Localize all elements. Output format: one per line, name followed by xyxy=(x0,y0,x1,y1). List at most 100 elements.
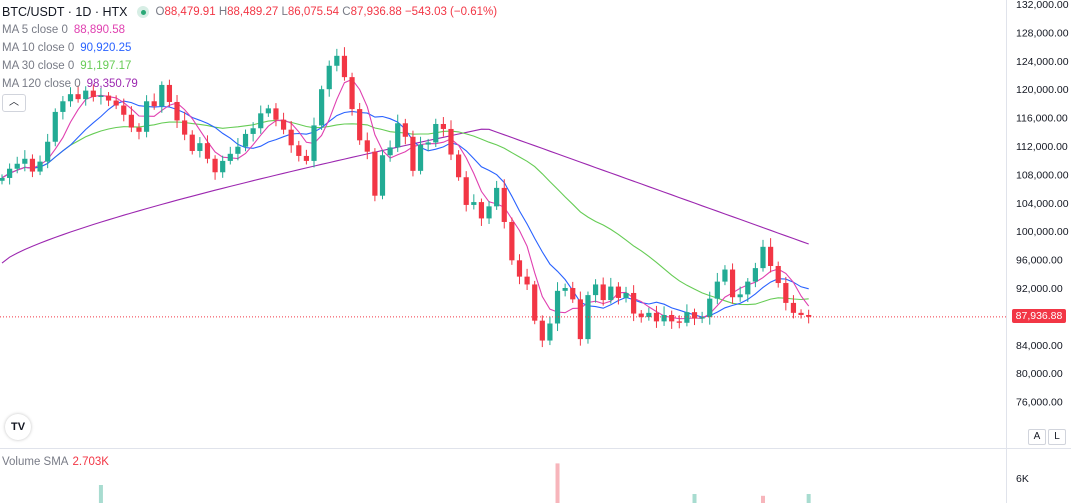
ohlc-values: O88,479.91 H88,489.27 L86,075.54 C87,936… xyxy=(155,6,498,18)
candle-body xyxy=(364,140,370,152)
candle-body xyxy=(52,111,58,142)
candle-body xyxy=(37,161,43,172)
candle-body xyxy=(121,105,127,115)
candle-body xyxy=(539,320,545,341)
candle-body xyxy=(14,163,20,169)
auto-scale-button[interactable]: A xyxy=(1028,429,1046,445)
ma120-value: 98,350.79 xyxy=(86,78,138,90)
candle-body xyxy=(296,145,302,156)
candle-body xyxy=(562,288,568,291)
candle-body xyxy=(478,202,485,219)
candle-body xyxy=(204,143,211,159)
candle-body xyxy=(707,298,713,318)
candle-body xyxy=(288,129,294,146)
symbol-title[interactable]: BTC/USDT · 1D · HTX xyxy=(2,5,128,19)
candle-body xyxy=(714,281,720,299)
candle-body xyxy=(334,55,340,66)
volume-axis-tick: 6K xyxy=(1016,473,1029,485)
candle-body xyxy=(45,141,51,162)
candle-body xyxy=(425,142,431,145)
candle-body xyxy=(623,292,629,298)
candle-body xyxy=(737,294,743,298)
candle-body xyxy=(532,284,538,321)
indicator-ma10[interactable]: MA 10 close 0 90,920.25 xyxy=(2,39,497,57)
volume-legend[interactable]: Volume SMA 2.703K xyxy=(2,456,109,468)
indicator-ma120[interactable]: MA 120 close 0 98,350.79 xyxy=(2,75,497,93)
candle-body xyxy=(303,155,309,161)
candle-body xyxy=(83,90,89,100)
candle-body xyxy=(357,109,363,141)
y-tick-label: 132,000.00 xyxy=(1016,0,1069,11)
candle-body xyxy=(410,136,416,171)
y-tick-label: 92,000.00 xyxy=(1016,283,1063,295)
candle-body xyxy=(456,154,462,178)
tradingview-logo[interactable]: TV xyxy=(5,414,31,440)
candle-body xyxy=(395,123,401,148)
y-tick-label: 116,000.00 xyxy=(1016,113,1068,125)
indicator-ma5[interactable]: MA 5 close 0 88,890.58 xyxy=(2,21,497,39)
candle-body xyxy=(463,177,469,205)
y-tick-label: 84,000.00 xyxy=(1016,340,1063,352)
candle-body xyxy=(341,55,348,78)
candle-body xyxy=(128,114,134,128)
volume-label: Volume SMA xyxy=(2,456,69,468)
candle-body xyxy=(729,269,736,298)
candle-body xyxy=(67,94,74,102)
candle-body xyxy=(159,84,165,107)
candle-body xyxy=(448,128,454,155)
collapse-legend-button[interactable]: ︿ xyxy=(2,94,26,112)
candle-body xyxy=(608,286,614,301)
candle-body xyxy=(273,108,279,120)
ma30-value: 91,197.17 xyxy=(80,60,132,72)
candle-body xyxy=(7,168,13,178)
candle-body xyxy=(143,101,150,132)
candle-body xyxy=(220,160,226,173)
indicator-ma30[interactable]: MA 30 close 0 91,197.17 xyxy=(2,57,497,75)
candle-body xyxy=(768,246,774,266)
candle-body xyxy=(554,290,561,324)
candle-body xyxy=(174,101,180,121)
candle-body xyxy=(227,153,233,161)
candle-body xyxy=(600,284,606,301)
candle-body xyxy=(585,295,591,340)
candle-body xyxy=(242,133,249,147)
candle-body xyxy=(806,314,812,317)
candle-body xyxy=(113,100,119,106)
candle-body xyxy=(379,155,386,196)
volume-bar xyxy=(555,463,560,503)
candle-body xyxy=(661,314,667,322)
y-tick-label: 128,000.00 xyxy=(1016,27,1069,39)
candle-body xyxy=(486,206,492,219)
ma10-value: 90,920.25 xyxy=(80,42,132,54)
candle-body xyxy=(722,269,728,282)
y-tick-label: 104,000.00 xyxy=(1016,198,1069,210)
ma5-value: 88,890.58 xyxy=(73,24,126,36)
y-tick-label: 76,000.00 xyxy=(1016,397,1063,409)
volume-value: 2.703K xyxy=(72,456,109,468)
candle-body xyxy=(638,313,644,318)
y-tick-label: 112,000.00 xyxy=(1016,141,1068,153)
candle-body xyxy=(197,143,203,151)
candle-body xyxy=(790,302,797,313)
candle-body xyxy=(592,284,599,296)
candle-body xyxy=(615,286,622,298)
candle-body xyxy=(0,177,5,181)
candle-body xyxy=(524,276,530,285)
candle-body xyxy=(646,312,652,318)
log-scale-button[interactable]: L xyxy=(1048,429,1066,445)
candle-body xyxy=(151,101,157,107)
market-status-icon xyxy=(137,6,150,18)
candle-body xyxy=(311,125,317,161)
candle-body xyxy=(745,281,751,295)
y-tick-label: 96,000.00 xyxy=(1016,255,1063,267)
candle-body xyxy=(433,123,439,143)
ma120-line xyxy=(1,128,809,264)
candle-body xyxy=(402,123,408,137)
candle-body xyxy=(326,65,332,90)
candle-body xyxy=(684,312,690,323)
candle-body xyxy=(547,323,553,341)
candle-body xyxy=(372,151,378,196)
y-tick-label: 124,000.00 xyxy=(1016,56,1069,68)
